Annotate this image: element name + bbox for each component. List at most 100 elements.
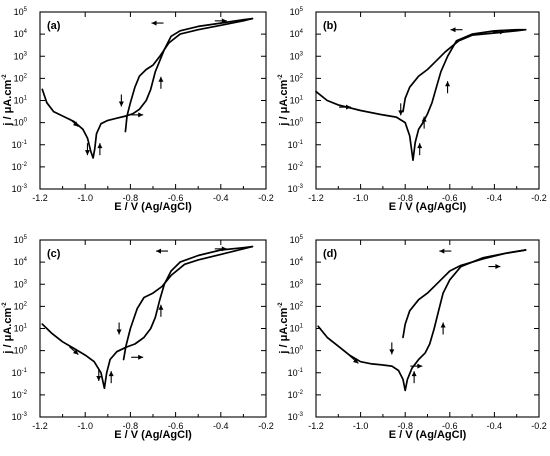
- direction-arrow: [69, 346, 79, 355]
- y-tick-label: 101: [14, 324, 28, 334]
- x-tick-label: -0.4: [487, 193, 503, 203]
- y-axis-title: j / μA.cm-2: [2, 302, 14, 355]
- direction-arrow: [411, 371, 417, 384]
- y-tick-label: 103: [14, 51, 28, 61]
- y-tick-label: 103: [14, 279, 28, 289]
- direction-arrow: [398, 103, 404, 116]
- panel-3: -1.2 -1.0 -0.8 -0.6 -0.4 -0.2 10-3 10-2 10-1 100 1…: [278, 235, 547, 441]
- y-tick-label: 102: [290, 301, 304, 311]
- x-tick-label: -1.2: [308, 193, 324, 203]
- plot-frame: [39, 11, 267, 190]
- x-tick-label: -0.8: [123, 193, 139, 203]
- y-tick-label: 10-2: [288, 390, 304, 400]
- panel-2: -1.2 -1.0 -0.8 -0.6 -0.4 -0.2 10-3 10-2 10-1 100 1…: [2, 235, 274, 441]
- direction-arrow: [214, 18, 227, 24]
- direction-arrow: [445, 81, 451, 94]
- x-tick-label: -1.2: [32, 193, 48, 203]
- y-tick-label: 10-1: [288, 140, 304, 150]
- y-tick-label: 104: [290, 257, 304, 267]
- x-tick-label: -0.8: [123, 421, 139, 431]
- panel-label: (d): [323, 248, 337, 260]
- y-axis-title: j / μA.cm-2: [278, 302, 290, 355]
- direction-arrow: [116, 322, 122, 335]
- x-tick-label: -1.0: [77, 421, 93, 431]
- y-axis-title: j / μA.cm-2: [2, 74, 14, 127]
- x-tick-label: -0.4: [213, 193, 229, 203]
- direction-arrow: [97, 143, 103, 156]
- y-tick-label: 101: [14, 96, 28, 106]
- x-tick-label: -0.8: [397, 421, 413, 431]
- x-tick-label: -1.0: [77, 193, 93, 203]
- y-tick-label: 10-2: [288, 162, 304, 172]
- panel-label: (c): [47, 248, 61, 260]
- y-tick-label: 102: [290, 73, 304, 83]
- series-line: [41, 245, 254, 390]
- x-tick-label: -0.8: [397, 193, 413, 203]
- y-tick-label: 102: [14, 301, 28, 311]
- plot-frame: [315, 11, 540, 190]
- direction-arrow: [214, 246, 227, 252]
- plot-frame: [39, 239, 267, 418]
- y-tick-label: 103: [290, 51, 304, 61]
- y-tick-label: 100: [14, 346, 28, 356]
- x-tick-label: -0.6: [442, 193, 458, 203]
- y-tick-label: 10-3: [288, 412, 304, 422]
- series-line: [41, 17, 254, 159]
- y-tick-label: 10-2: [12, 390, 28, 400]
- y-tick-label: 100: [14, 118, 28, 128]
- panel-0: -1.2 -1.0 -0.8 -0.6 -0.4 -0.2 10-3 10-2 10-1 100 1…: [2, 7, 274, 213]
- x-axis-title: E / V (Ag/AgCl): [114, 201, 192, 213]
- x-tick-label: -0.6: [168, 421, 184, 431]
- x-tick-label: -0.2: [258, 421, 274, 431]
- x-tick-label: -1.0: [353, 421, 369, 431]
- y-tick-label: 105: [14, 7, 28, 17]
- direction-arrow: [108, 371, 114, 384]
- direction-arrow: [338, 104, 351, 110]
- direction-arrow: [151, 20, 164, 26]
- direction-arrow: [492, 29, 505, 35]
- y-tick-label: 100: [290, 346, 304, 356]
- x-tick-label: -1.2: [308, 421, 324, 431]
- direction-arrow: [389, 342, 395, 355]
- direction-arrow: [84, 143, 90, 156]
- y-tick-label: 101: [290, 96, 304, 106]
- direction-arrow: [131, 354, 144, 360]
- x-tick-label: -0.2: [531, 193, 547, 203]
- panel-label: (a): [47, 20, 61, 32]
- series-line: [315, 28, 527, 162]
- direction-arrow: [349, 355, 359, 364]
- y-tick-label: 103: [290, 279, 304, 289]
- direction-arrow: [131, 112, 144, 118]
- y-tick-label: 10-1: [12, 140, 28, 150]
- x-axis-title: E / V (Ag/AgCl): [114, 429, 192, 441]
- direction-arrow: [421, 116, 427, 129]
- y-tick-label: 104: [290, 29, 304, 39]
- y-tick-label: 10-3: [12, 412, 28, 422]
- y-tick-label: 100: [290, 118, 304, 128]
- y-tick-label: 10-2: [12, 162, 28, 172]
- direction-arrow: [158, 304, 164, 317]
- x-tick-label: -0.4: [487, 421, 503, 431]
- y-tick-label: 10-1: [288, 368, 304, 378]
- direction-arrow: [156, 248, 169, 254]
- direction-arrow: [158, 76, 164, 89]
- x-tick-label: -1.0: [353, 193, 369, 203]
- y-tick-label: 104: [14, 257, 28, 267]
- y-tick-label: 104: [14, 29, 28, 39]
- x-tick-label: -0.2: [258, 193, 274, 203]
- panel-1: -1.2 -1.0 -0.8 -0.6 -0.4 -0.2 10-3 10-2 10-1 100 1…: [278, 7, 547, 213]
- direction-arrow: [69, 118, 79, 127]
- x-axis-title: E / V (Ag/AgCl): [389, 201, 467, 213]
- series-line: [402, 249, 527, 339]
- x-tick-label: -0.6: [442, 421, 458, 431]
- y-tick-label: 10-3: [12, 184, 28, 194]
- y-tick-label: 10-1: [12, 368, 28, 378]
- direction-arrow: [96, 368, 102, 381]
- y-tick-label: 102: [14, 73, 28, 83]
- y-tick-label: 105: [290, 235, 304, 245]
- series-line: [402, 28, 527, 113]
- y-tick-label: 101: [290, 324, 304, 334]
- plot-frame: [315, 239, 540, 418]
- y-tick-label: 105: [290, 7, 304, 17]
